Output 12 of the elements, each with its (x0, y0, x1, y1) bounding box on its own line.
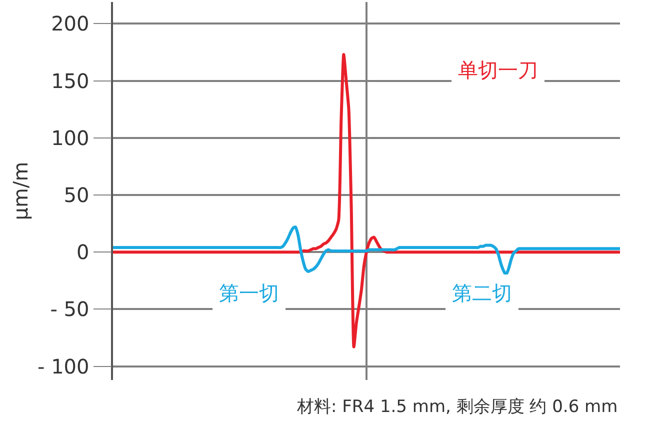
y-tick-label: 50 (64, 183, 90, 207)
text: 单切一刀 (458, 58, 538, 82)
text: 材料: FR4 1.5 mm, 剩余厚度 约 0.6 mm (296, 397, 618, 417)
y-tick-label: 0 (76, 240, 90, 264)
y-tick-label: - 50 (50, 297, 90, 322)
y-axis-title: μm/m (8, 162, 32, 220)
y-tick-label: - 100 (38, 354, 90, 378)
series-label: 第一切 (219, 281, 279, 305)
series-label: 第二切 (452, 281, 512, 305)
y-tick-label: 200 (51, 12, 90, 36)
y-tick-label: 100 (51, 126, 90, 150)
y-tick-label: 150 (51, 68, 90, 93)
